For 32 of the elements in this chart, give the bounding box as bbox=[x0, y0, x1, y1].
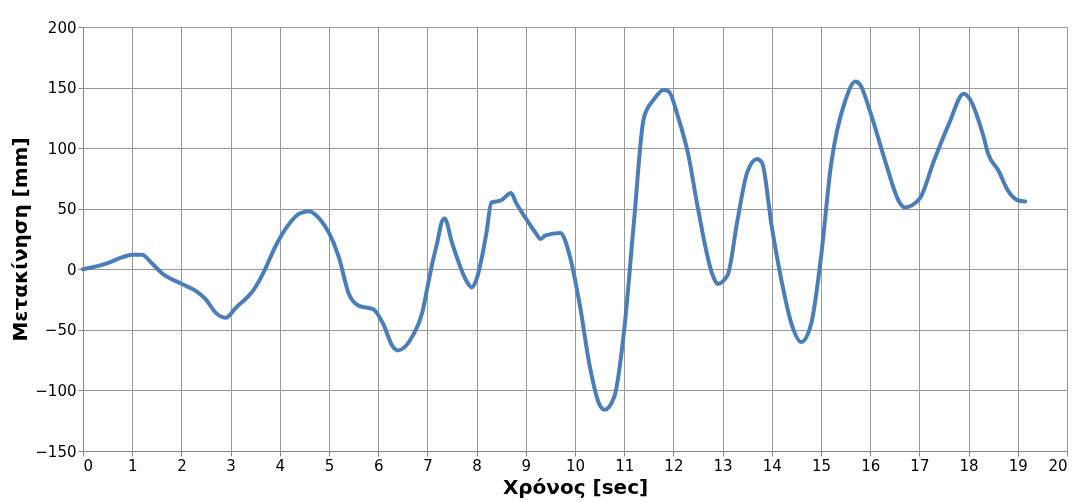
x-tick-label: 20 bbox=[1048, 456, 1068, 475]
x-tick-label: 10 bbox=[565, 456, 586, 475]
x-tick-label: 11 bbox=[615, 456, 635, 475]
y-tick-label: 150 bbox=[47, 79, 77, 98]
x-tick-label: 0 bbox=[83, 456, 94, 475]
x-tick-label: 8 bbox=[472, 456, 482, 475]
x-tick-label: 3 bbox=[226, 456, 236, 475]
y-tick-label: 0 bbox=[66, 260, 77, 279]
x-tick-label: 9 bbox=[521, 456, 532, 475]
x-tick-label: 6 bbox=[373, 456, 384, 475]
y-tick-label: −150 bbox=[35, 442, 77, 461]
x-tick-label: 2 bbox=[177, 456, 187, 475]
x-tick-label: 18 bbox=[959, 456, 979, 475]
x-tick-label: 17 bbox=[910, 456, 930, 475]
x-tick-label: 4 bbox=[275, 456, 286, 475]
y-axis-title: Μετακίνηση [mm] bbox=[8, 137, 33, 342]
line-series bbox=[81, 79, 1028, 412]
x-tick-label: 15 bbox=[811, 456, 832, 475]
y-tick-label: 100 bbox=[47, 139, 77, 158]
x-tick-label: 14 bbox=[762, 456, 782, 475]
x-tick-label: 1 bbox=[127, 456, 138, 475]
y-tick-label: −100 bbox=[35, 381, 77, 400]
y-tick-label: 50 bbox=[57, 200, 77, 219]
x-tick-label: 12 bbox=[664, 456, 684, 475]
x-tick-label: 16 bbox=[861, 456, 881, 475]
x-tick-label: 19 bbox=[1008, 456, 1028, 475]
y-tick-label: 200 bbox=[47, 18, 77, 37]
y-tick-label: −50 bbox=[44, 321, 77, 340]
x-tick-label: 5 bbox=[324, 456, 335, 475]
x-tick-label: 13 bbox=[713, 456, 733, 475]
x-tick-label: 7 bbox=[423, 456, 433, 475]
x-axis-title: Χρόνος [sec] bbox=[502, 474, 649, 499]
